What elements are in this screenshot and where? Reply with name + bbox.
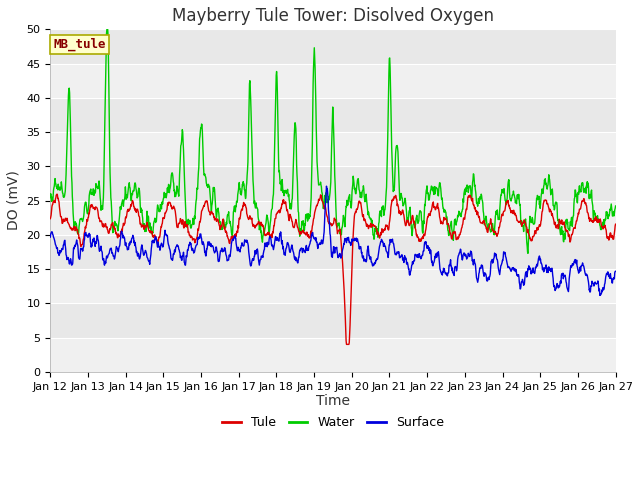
Text: MB_tule: MB_tule (53, 38, 106, 51)
Title: Mayberry Tule Tower: Disolved Oxygen: Mayberry Tule Tower: Disolved Oxygen (172, 7, 494, 25)
Bar (51, 166, 616, 201)
Bar (51, 63, 616, 98)
X-axis label: Time: Time (316, 394, 350, 408)
Bar (51, 235, 616, 269)
Y-axis label: DO (mV): DO (mV) (7, 170, 21, 230)
Bar (51, 132, 616, 166)
Bar (51, 303, 616, 337)
Bar (51, 337, 616, 372)
Bar (51, 269, 616, 303)
Bar (51, 98, 616, 132)
Bar (51, 201, 616, 235)
Legend: Tule, Water, Surface: Tule, Water, Surface (217, 411, 449, 434)
Bar (51, 29, 616, 63)
